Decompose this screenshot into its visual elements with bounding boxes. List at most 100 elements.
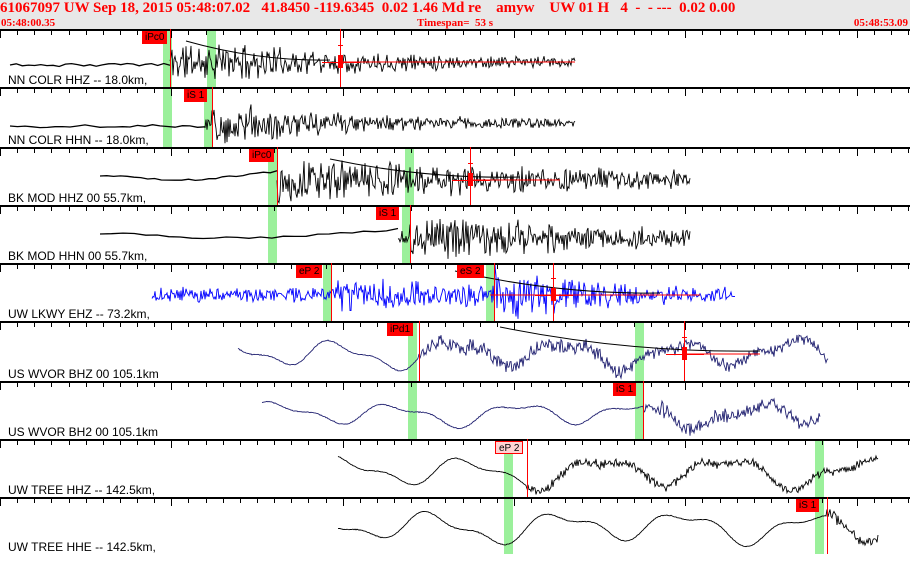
axis-tick-minor: [240, 207, 241, 211]
axis-tick-minor: [463, 149, 464, 153]
phase-pick-line[interactable]: [410, 205, 411, 263]
phase-pick-line[interactable]: [212, 87, 213, 147]
phase-pick-label[interactable]: iPc0: [142, 31, 168, 44]
phase-pick-line[interactable]: [643, 381, 644, 439]
axis-tick-minor: [188, 265, 189, 269]
phase-pick-line[interactable]: [419, 321, 420, 381]
phase-pick-line[interactable]: [827, 497, 828, 554]
axis-tick-minor: [291, 323, 292, 327]
phase-pick-line[interactable]: [527, 439, 528, 497]
axis-tick-minor: [86, 499, 87, 503]
axis-tick-minor: [702, 323, 703, 327]
axis-tick-minor: [839, 31, 840, 35]
axis-tick-minor: [839, 149, 840, 153]
phase-pick-line[interactable]: [277, 147, 278, 205]
axis-tick-minor: [822, 499, 823, 503]
axis-tick-minor: [891, 323, 892, 327]
axis-tick-minor: [69, 31, 70, 35]
amplitude-marker-bar: [468, 173, 473, 186]
trace-panel[interactable]: iPc0 BK MOD HHZ 00 55.7km,: [0, 147, 910, 205]
amplitude-marker-bar: [338, 55, 343, 68]
axis-tick-major: [171, 265, 172, 272]
axis-tick-minor: [720, 383, 721, 387]
coda-envelope-curve: [185, 40, 331, 61]
phase-pick-label[interactable]: eS 2: [457, 265, 484, 278]
phase-pick-label[interactable]: eP 2: [495, 441, 524, 454]
axis-tick-minor: [651, 323, 652, 327]
phase-window-band: [635, 321, 644, 381]
phase-pick-label[interactable]: eP 2: [296, 265, 323, 278]
amplitude-marker[interactable]: [666, 321, 704, 381]
axis-tick-minor: [103, 31, 104, 35]
axis-tick-minor: [805, 265, 806, 269]
channel-label: NN COLR HHZ -- 18.0km,: [8, 73, 148, 87]
axis-tick-minor: [634, 31, 635, 35]
phase-pick-line[interactable]: [494, 263, 495, 321]
trace-panel[interactable]: iS 1 US WVOR BH2 00 105.1km: [0, 381, 910, 439]
axis-tick-major: [685, 89, 686, 96]
axis-tick-minor: [154, 207, 155, 211]
axis-tick-minor: [668, 31, 669, 35]
axis-tick-minor: [240, 89, 241, 93]
channel-label: UW LKWY EHZ -- 73.2km,: [8, 307, 150, 321]
trace-panel[interactable]: iS 1 NN COLR HHN -- 18.0km,: [0, 87, 910, 147]
axis-tick-minor: [34, 207, 35, 211]
axis-tick-minor: [137, 89, 138, 93]
amplitude-marker[interactable]: [535, 263, 573, 321]
axis-tick-minor: [188, 323, 189, 327]
phase-window-band: [635, 381, 644, 439]
axis-tick-minor: [805, 149, 806, 153]
axis-tick-minor: [548, 207, 549, 211]
amplitude-marker[interactable]: [322, 29, 360, 87]
axis-tick-minor: [103, 265, 104, 269]
trace-panel[interactable]: eP 2 UW TREE HHZ -- 142.5km,: [0, 439, 910, 497]
axis-tick-minor: [463, 207, 464, 211]
axis-tick-minor: [771, 383, 772, 387]
axis-tick-minor: [565, 265, 566, 269]
axis-tick-minor: [51, 265, 52, 269]
trace-panel[interactable]: iPc0 NN COLR HHZ -- 18.0km,: [0, 29, 910, 87]
axis-tick-minor: [891, 383, 892, 387]
axis-tick-minor: [223, 323, 224, 327]
axis-tick-minor: [788, 499, 789, 503]
trace-panel[interactable]: eP 2 eS 2 UW LKWY EHZ -- 73.2km,: [0, 263, 910, 321]
axis-tick-minor: [137, 323, 138, 327]
phase-pick-label[interactable]: iPc0: [249, 149, 275, 162]
axis-tick-major: [857, 383, 858, 390]
axis-tick-minor: [17, 499, 18, 503]
axis-tick-minor: [548, 31, 549, 35]
phase-pick-label[interactable]: iPd1: [387, 323, 414, 336]
axis-line: [0, 381, 910, 383]
axis-tick-minor: [360, 499, 361, 503]
axis-tick-minor: [531, 383, 532, 387]
axis-tick-minor: [103, 149, 104, 153]
axis-tick-minor: [308, 441, 309, 445]
trace-panel[interactable]: iPd1 US WVOR BHZ 00 105.1km: [0, 321, 910, 381]
channel-label: US WVOR BH2 00 105.1km: [8, 425, 159, 439]
phase-pick-label[interactable]: iS 1: [796, 499, 820, 512]
phase-pick-label[interactable]: iS 1: [613, 383, 637, 396]
axis-tick-minor: [137, 499, 138, 503]
axis-tick-minor: [137, 149, 138, 153]
axis-tick-minor: [702, 383, 703, 387]
trace-panel[interactable]: iS 1 BK MOD HHN 00 55.7km,: [0, 205, 910, 263]
axis-tick-minor: [69, 89, 70, 93]
axis-tick-minor: [720, 441, 721, 445]
phase-pick-label[interactable]: iS 1: [376, 207, 400, 220]
axis-tick-minor: [891, 265, 892, 269]
axis-tick-minor: [788, 149, 789, 153]
phase-pick-line[interactable]: [170, 29, 171, 87]
axis-tick-major: [857, 207, 858, 214]
axis-tick-minor: [822, 89, 823, 93]
phase-window-band: [268, 205, 277, 263]
axis-tick-minor: [582, 265, 583, 269]
trace-panel[interactable]: iS 1 UW TREE HHE -- 142.5km,: [0, 497, 910, 554]
axis-tick-minor: [839, 441, 840, 445]
phase-pick-line[interactable]: [331, 263, 332, 321]
axis-tick-minor: [771, 265, 772, 269]
phase-pick-label[interactable]: iS 1: [184, 89, 208, 102]
axis-tick-minor: [257, 323, 258, 327]
axis-tick-major: [857, 265, 858, 272]
trace-stack[interactable]: iPc0 NN COLR HHZ -- 18.0km, iS 1 NN COLR HH…: [0, 29, 910, 580]
amplitude-marker[interactable]: [452, 147, 490, 205]
